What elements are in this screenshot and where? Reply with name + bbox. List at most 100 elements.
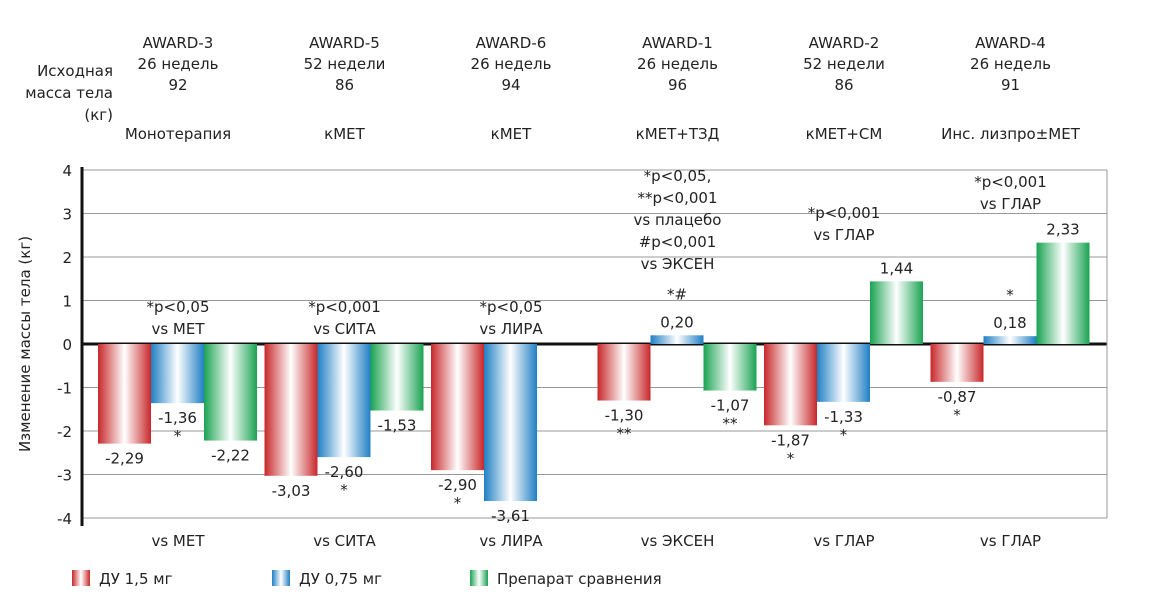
study-name: AWARD-3 — [143, 34, 214, 52]
baseline-weight: 92 — [168, 76, 187, 94]
y-tick-label: -4 — [57, 510, 72, 528]
significance-stars: * — [953, 406, 961, 424]
significance-stars: * — [340, 481, 348, 499]
value-label: -2,22 — [211, 447, 250, 465]
y-tick-label: 3 — [62, 206, 72, 224]
y-tick-label: 1 — [62, 293, 72, 311]
therapy-label: кМЕТ — [491, 125, 532, 143]
bar-ДУ-0,75-мг — [151, 344, 204, 404]
significance-stars: ** — [617, 425, 633, 443]
significance-note: *p<0,05, — [644, 167, 712, 185]
baseline-weight: 91 — [1001, 76, 1020, 94]
significance-stars: * — [840, 426, 848, 444]
value-label: -3,61 — [491, 507, 530, 525]
study-duration: 52 недели — [803, 55, 885, 73]
significance-note: *p<0,001 — [808, 204, 881, 222]
significance-note: vs ЛИРА — [479, 320, 543, 338]
legend-label: Препарат сравнения — [497, 570, 662, 588]
value-label: -3,03 — [272, 482, 311, 500]
study-name: AWARD-5 — [309, 34, 380, 52]
value-label: -2,90 — [438, 476, 477, 494]
bar-Препарат-сравнения — [1036, 242, 1090, 344]
y-tick-label: -2 — [57, 423, 72, 441]
bar-ДУ-1,5-мг — [431, 344, 484, 471]
value-label: 0,18 — [993, 314, 1026, 332]
therapy-label: Монотерапия — [125, 125, 231, 143]
legend-swatch — [72, 570, 90, 586]
baseline-weight: 96 — [668, 76, 687, 94]
significance-note: #p<0,001 — [639, 233, 717, 251]
significance-note: *p<0,001 — [974, 173, 1047, 191]
legend-swatch — [470, 570, 488, 586]
study-duration: 26 недель — [970, 55, 1051, 73]
study-duration: 26 недель — [637, 55, 718, 73]
baseline-row-label: масса тела — [25, 84, 113, 102]
bar-ДУ-0,75-мг — [317, 344, 371, 458]
value-label: -1,33 — [824, 408, 863, 426]
y-tick-label: -3 — [57, 467, 72, 485]
baseline-row-label: (кг) — [84, 106, 113, 124]
therapy-label: Инс. лизпро±МЕТ — [941, 125, 1081, 143]
significance-stars: *# — [667, 285, 687, 303]
y-tick-label: 4 — [62, 162, 72, 180]
study-name: AWARD-2 — [809, 34, 880, 52]
significance-stars: * — [454, 494, 462, 512]
significance-stars: ** — [723, 415, 739, 433]
significance-stars: * — [787, 449, 795, 467]
value-label: 2,33 — [1046, 221, 1079, 239]
significance-note: vs ГЛАР — [813, 226, 874, 244]
value-label: 0,20 — [660, 313, 693, 331]
study-name: AWARD-4 — [975, 34, 1046, 52]
bar-Препарат-сравнения — [204, 344, 257, 441]
legend-swatch — [272, 570, 290, 586]
bar-ДУ-0,75-мг — [983, 336, 1037, 344]
y-tick-label: 2 — [62, 249, 72, 267]
bar-ДУ-0,75-мг — [650, 335, 704, 344]
baseline-weight: 94 — [501, 76, 520, 94]
legend-label: ДУ 0,75 мг — [299, 570, 382, 588]
value-label: -1,36 — [158, 409, 197, 427]
bar-ДУ-1,5-мг — [597, 344, 651, 401]
significance-stars: * — [1006, 286, 1014, 304]
study-name: AWARD-1 — [642, 34, 713, 52]
value-label: -2,29 — [105, 450, 144, 468]
value-label: -1,30 — [605, 407, 644, 425]
significance-note: *p<0,05 — [147, 298, 210, 316]
value-label: -0,87 — [938, 388, 977, 406]
bar-ДУ-1,5-мг — [98, 344, 151, 444]
therapy-label: кМЕТ+ТЗД — [636, 125, 720, 143]
comparator-label: vs ГЛАР — [980, 532, 1041, 550]
bar-ДУ-1,5-мг — [264, 344, 318, 476]
study-duration: 26 недель — [138, 55, 219, 73]
bar-ДУ-0,75-мг — [817, 344, 870, 402]
value-label: -1,53 — [378, 417, 417, 435]
comparator-label: vs СИТА — [313, 532, 376, 550]
value-label: -2,60 — [325, 463, 364, 481]
comparator-label: vs ЭКСЕН — [641, 532, 715, 550]
y-tick-label: -1 — [57, 380, 72, 398]
baseline-row-label: Исходная — [37, 62, 113, 80]
bar-ДУ-1,5-мг — [930, 344, 984, 382]
value-label: 1,44 — [880, 259, 913, 277]
comparator-label: vs ЛИРА — [479, 532, 543, 550]
legend-label: ДУ 1,5 мг — [99, 570, 173, 588]
significance-note: **p<0,001 — [637, 189, 717, 207]
comparator-label: vs МЕТ — [151, 532, 205, 550]
bar-Препарат-сравнения — [370, 344, 424, 411]
significance-note: *p<0,05 — [480, 298, 543, 316]
study-duration: 26 недель — [471, 55, 552, 73]
significance-note: vs МЕТ — [151, 320, 205, 338]
bar-Препарат-сравнения — [703, 344, 757, 391]
therapy-label: кМЕТ+СМ — [806, 125, 883, 143]
y-tick-label: 0 — [62, 336, 72, 354]
y-axis-label: Изменение массы тела (кг) — [16, 236, 34, 452]
study-duration: 52 недели — [304, 55, 386, 73]
significance-note: vs ЭКСЕН — [641, 255, 715, 273]
baseline-weight: 86 — [335, 76, 354, 94]
significance-stars: * — [174, 427, 182, 445]
significance-note: vs ГЛАР — [980, 195, 1041, 213]
baseline-weight: 86 — [834, 76, 853, 94]
value-label: -1,87 — [771, 431, 810, 449]
